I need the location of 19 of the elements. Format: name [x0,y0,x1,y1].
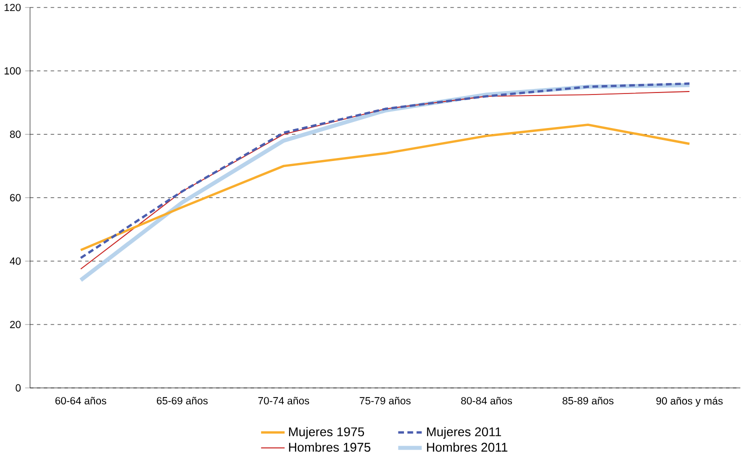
line-series [80,124,691,252]
x-tick-label: 65-69 años [156,396,208,404]
y-tick-label: 120 [4,4,21,12]
y-tick-label: 40 [10,257,21,265]
x-tick-label: 70-74 años [258,396,310,404]
legend-label: Hombres 2011 [427,442,508,452]
x-tick-label: 80-84 años [461,396,512,404]
legend-label: Mujeres 1975 [289,427,364,439]
x-tick-label: 75-79 años [360,396,411,404]
x-tick-label: 85-89 años [562,396,614,404]
x-tick-label: 60-64 años [55,396,106,404]
y-tick-label: 100 [4,67,21,75]
y-tick-label: 20 [10,320,21,328]
y-tick-label: 0 [16,384,21,392]
legend-label: Hombres 1975 [289,442,370,452]
x-tick-label: 90 años y más [656,396,723,407]
y-tick-label: 80 [10,130,21,138]
y-tick-label: 60 [10,194,21,202]
legend-label: Mujeres 2011 [427,427,502,439]
